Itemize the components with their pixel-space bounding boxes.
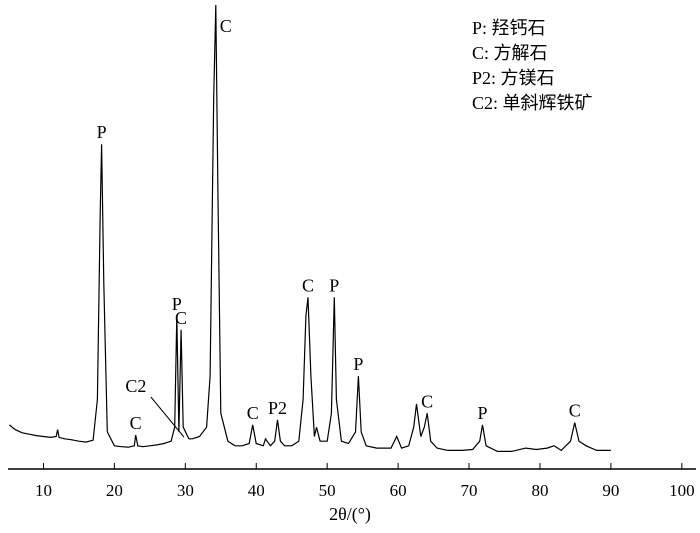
legend-entry: C2: 单斜辉铁矿 — [472, 93, 593, 113]
x-tick-label: 40 — [248, 481, 265, 500]
x-tick-label: 60 — [390, 481, 407, 500]
legend-entry: P2: 方镁石 — [472, 68, 555, 88]
peak-label: C — [569, 401, 581, 421]
leader-line — [150, 396, 185, 438]
peak-label: C — [175, 308, 187, 328]
peak-label: C — [220, 16, 232, 36]
peak-label: P — [329, 275, 339, 295]
peak-label: C — [247, 403, 259, 423]
x-axis-label: 2θ/(°) — [329, 504, 371, 525]
x-tick-label: 100 — [669, 481, 695, 500]
legend-entry: P: 羟钙石 — [472, 18, 546, 38]
x-tick-label: 20 — [106, 481, 123, 500]
x-tick-label: 80 — [531, 481, 548, 500]
x-tick-label: 30 — [177, 481, 194, 500]
x-tick-label: 50 — [319, 481, 336, 500]
peak-label: P — [172, 294, 182, 314]
diffraction-line — [9, 4, 611, 452]
peak-label: C — [130, 413, 142, 433]
x-tick-label: 70 — [461, 481, 478, 500]
x-tick-label: 90 — [602, 481, 619, 500]
peak-label: C2 — [125, 376, 146, 396]
peak-label: P — [97, 122, 107, 142]
peak-label: P2 — [268, 398, 287, 418]
legend-entry: C: 方解石 — [472, 43, 548, 63]
peak-label: P — [353, 354, 363, 374]
peak-label: C — [302, 275, 314, 295]
peak-label: P — [477, 403, 487, 423]
peak-label: C — [421, 391, 433, 411]
x-tick-label: 10 — [35, 481, 52, 500]
